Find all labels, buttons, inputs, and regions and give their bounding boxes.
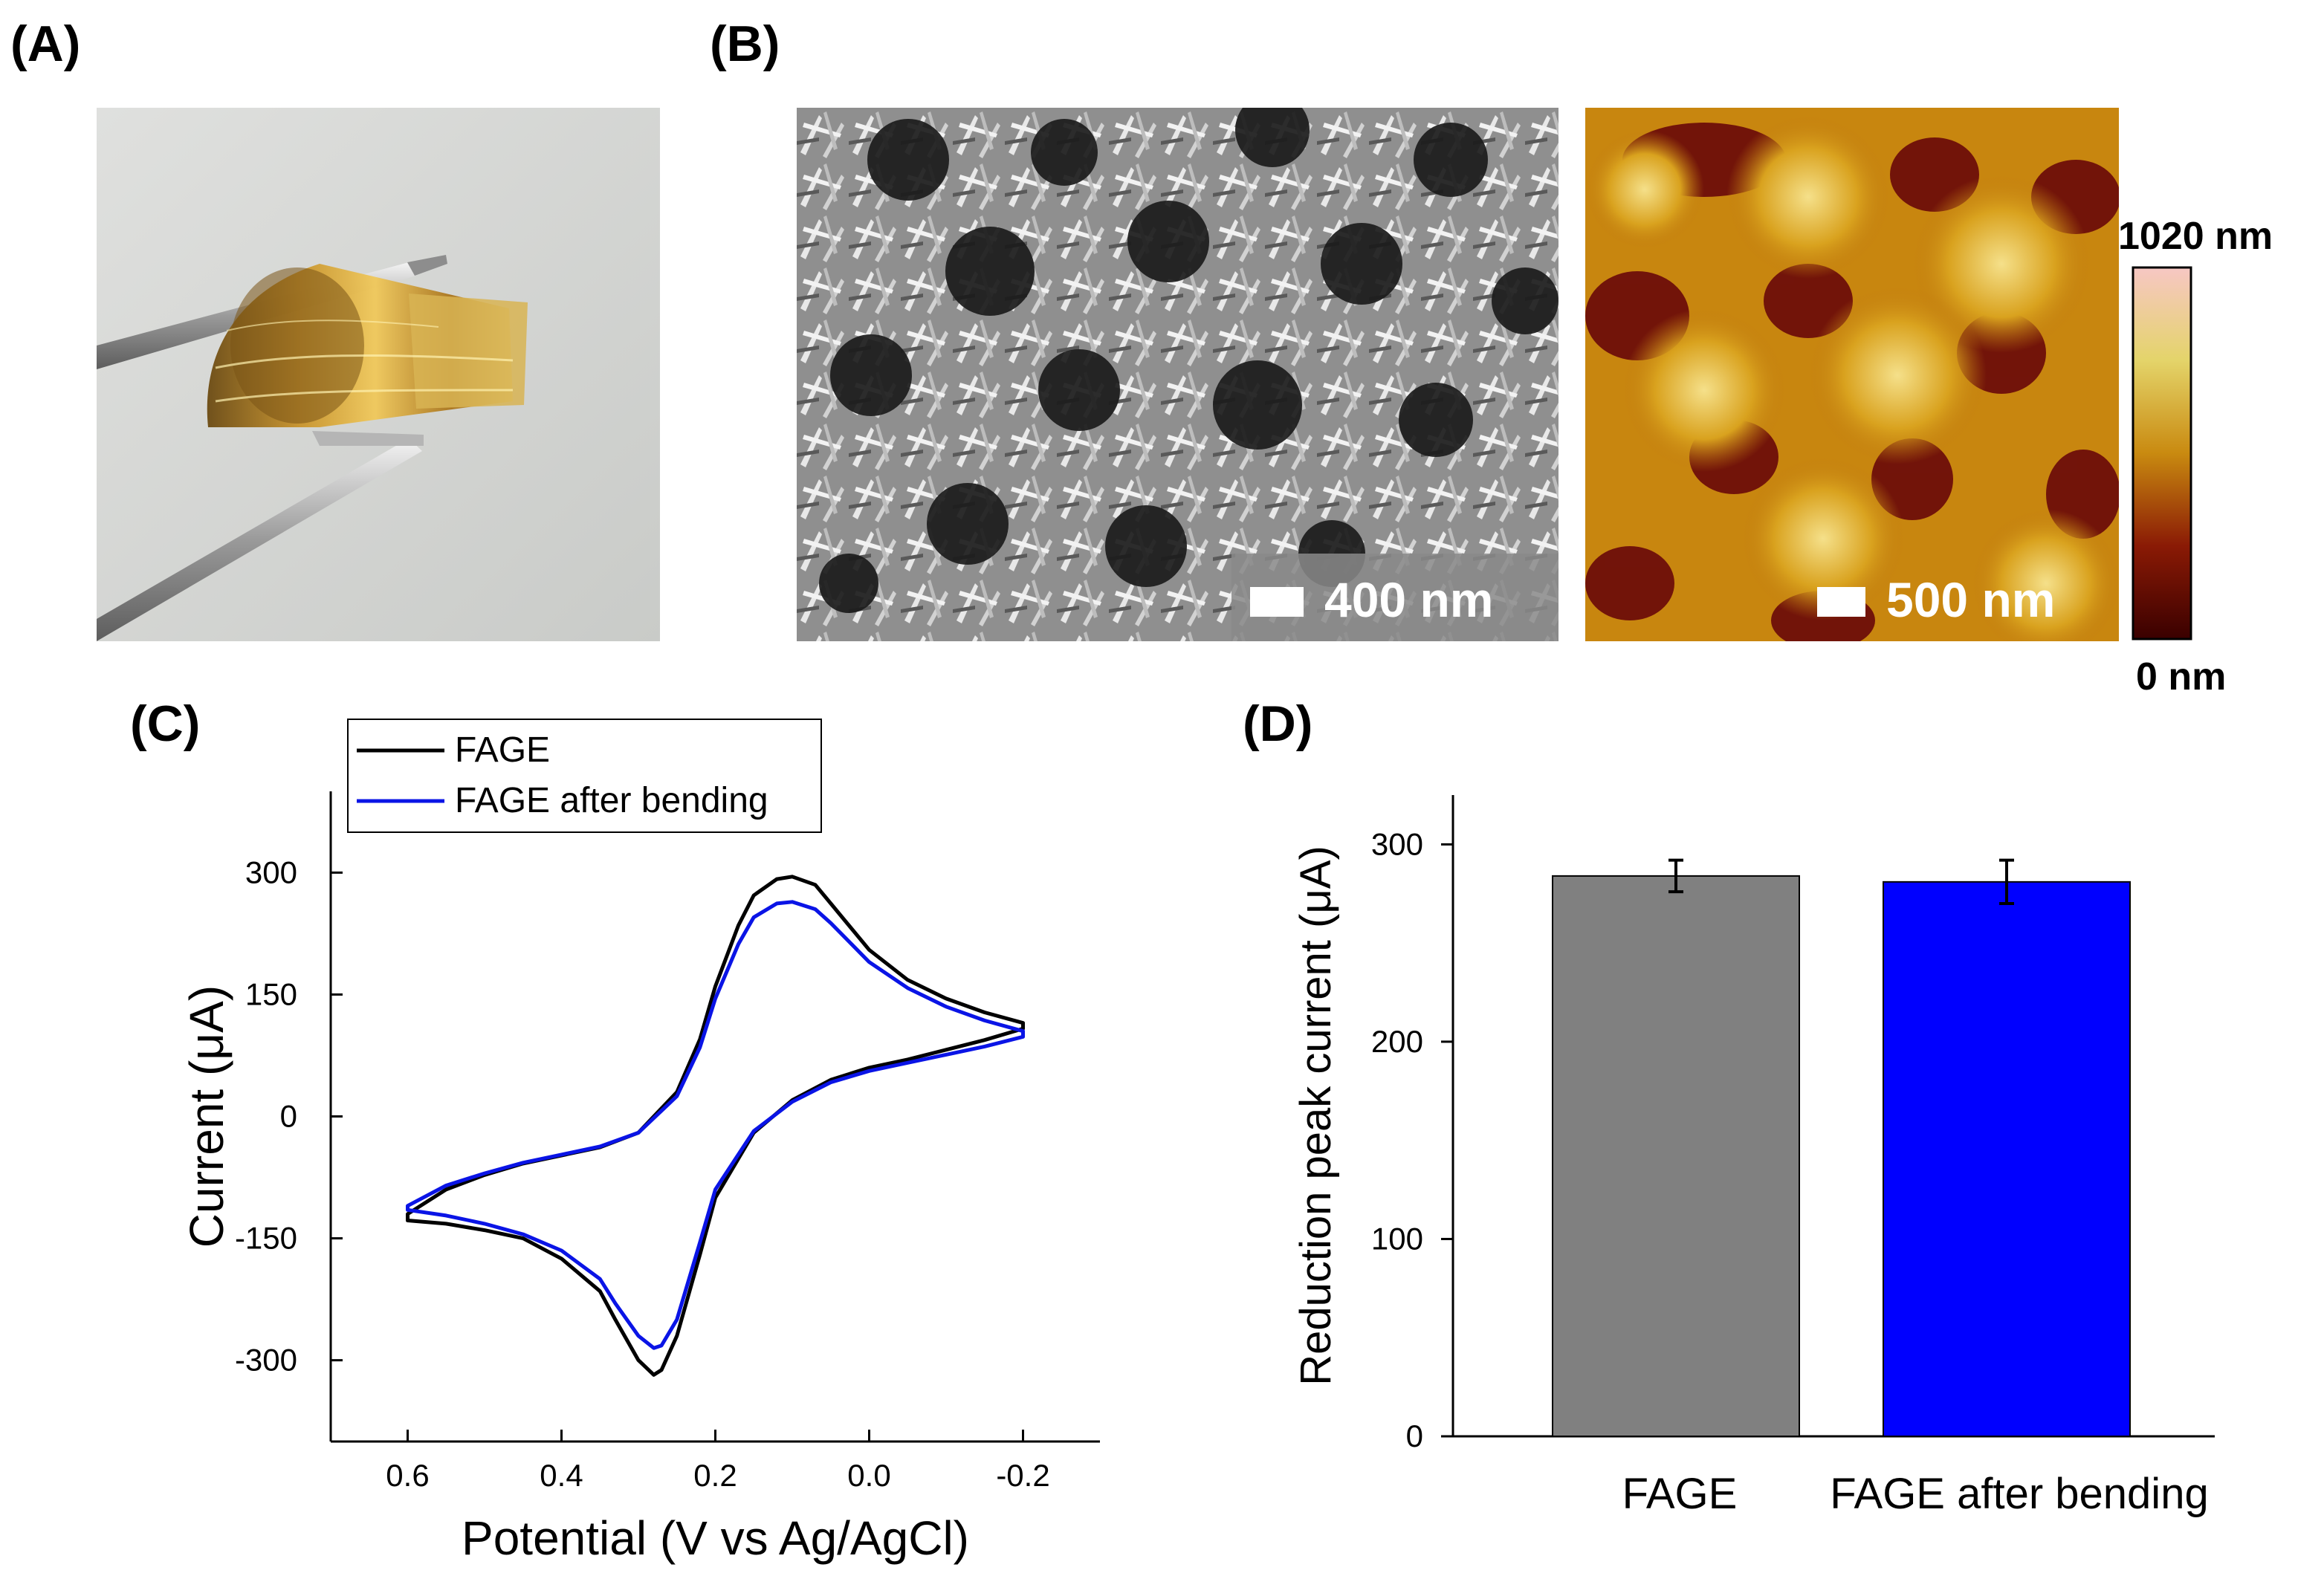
cv-series-fage xyxy=(406,875,1025,1377)
afm-scale-label: 500 nm xyxy=(1886,572,2055,627)
bar-y-tick-label: 0 xyxy=(1406,1418,1423,1453)
cv-legend-label: FAGE after bending xyxy=(455,781,768,820)
electrode-film xyxy=(207,264,528,427)
afm-image: 500 nm xyxy=(1585,108,2119,641)
bar-y-axis-title: Reduction peak current (μA) xyxy=(1292,846,1340,1386)
bar-fage-after-bending xyxy=(1883,881,2131,1437)
cv-y-tick-label: 150 xyxy=(245,976,297,1011)
bar-category-label: FAGE xyxy=(1622,1470,1738,1518)
cv-y-tick-label: 0 xyxy=(280,1099,297,1134)
cv-y-axis-title: Current (μA) xyxy=(180,985,233,1248)
cv-series-fage-after-bending xyxy=(406,900,1025,1350)
cv-x-tick-label: 0.0 xyxy=(847,1458,890,1493)
bar-fage xyxy=(1552,875,1800,1437)
bar-y-tick-label: 100 xyxy=(1371,1221,1423,1256)
panel-label-a: (A) xyxy=(10,16,81,72)
cv-legend-box xyxy=(347,719,822,833)
colorbar-max-label: 1020 nm xyxy=(2118,215,2273,258)
tweezer-lower xyxy=(97,431,424,641)
cv-x-tick-label: 0.2 xyxy=(693,1458,737,1493)
bar-y-tick-label: 200 xyxy=(1371,1024,1423,1059)
cv-x-tick-label: 0.6 xyxy=(386,1458,429,1493)
cv-x-tick-label: -0.2 xyxy=(996,1458,1049,1493)
afm-colorbar: 1020 nm 0 nm xyxy=(2118,215,2273,698)
cv-y-tick-label: 300 xyxy=(245,855,297,889)
panel-label-b: (B) xyxy=(710,16,780,72)
panel-label-d: (D) xyxy=(1243,695,1313,752)
panel-label-c: (C) xyxy=(130,695,201,752)
sem-scale-bar xyxy=(1250,587,1304,617)
sem-image: 400 nm xyxy=(797,108,1558,641)
flexible-electrode-photo xyxy=(97,108,660,641)
cv-y-tick-label: -150 xyxy=(235,1221,297,1256)
bar-y-tick-label: 300 xyxy=(1371,826,1423,861)
cv-x-axis-title: Potential (V vs Ag/AgCl) xyxy=(462,1511,969,1565)
colorbar-gradient xyxy=(2132,266,2192,641)
colorbar-min-label: 0 nm xyxy=(2136,655,2226,698)
cv-x-tick-label: 0.4 xyxy=(540,1458,583,1493)
afm-scale-bar xyxy=(1817,587,1865,617)
cv-legend-label: FAGE xyxy=(455,730,550,770)
sem-scale-label: 400 nm xyxy=(1324,572,1493,627)
bar-category-label: FAGE after bending xyxy=(1830,1470,2208,1518)
cv-y-tick-label: -300 xyxy=(235,1343,297,1378)
